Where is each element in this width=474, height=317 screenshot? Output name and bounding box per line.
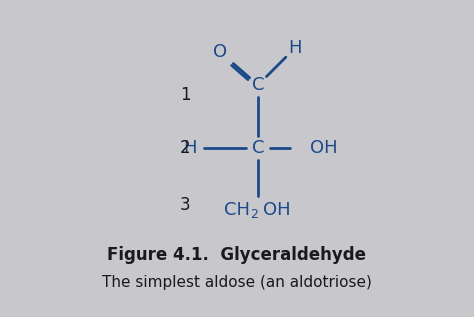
Text: O: O [213,43,227,61]
Text: 3: 3 [180,196,191,214]
Text: C: C [252,76,264,94]
Text: 2: 2 [180,139,191,157]
Text: CH: CH [224,201,250,219]
Text: The simplest aldose (an aldotriose): The simplest aldose (an aldotriose) [102,275,372,289]
Text: H: H [288,39,302,57]
Text: 2: 2 [250,208,258,221]
Text: Figure 4.1.  Glyceraldehyde: Figure 4.1. Glyceraldehyde [108,246,366,264]
Text: OH: OH [310,139,337,157]
Text: 1: 1 [180,86,191,104]
Text: OH: OH [263,201,291,219]
Text: H: H [183,139,197,157]
Text: C: C [252,139,264,157]
